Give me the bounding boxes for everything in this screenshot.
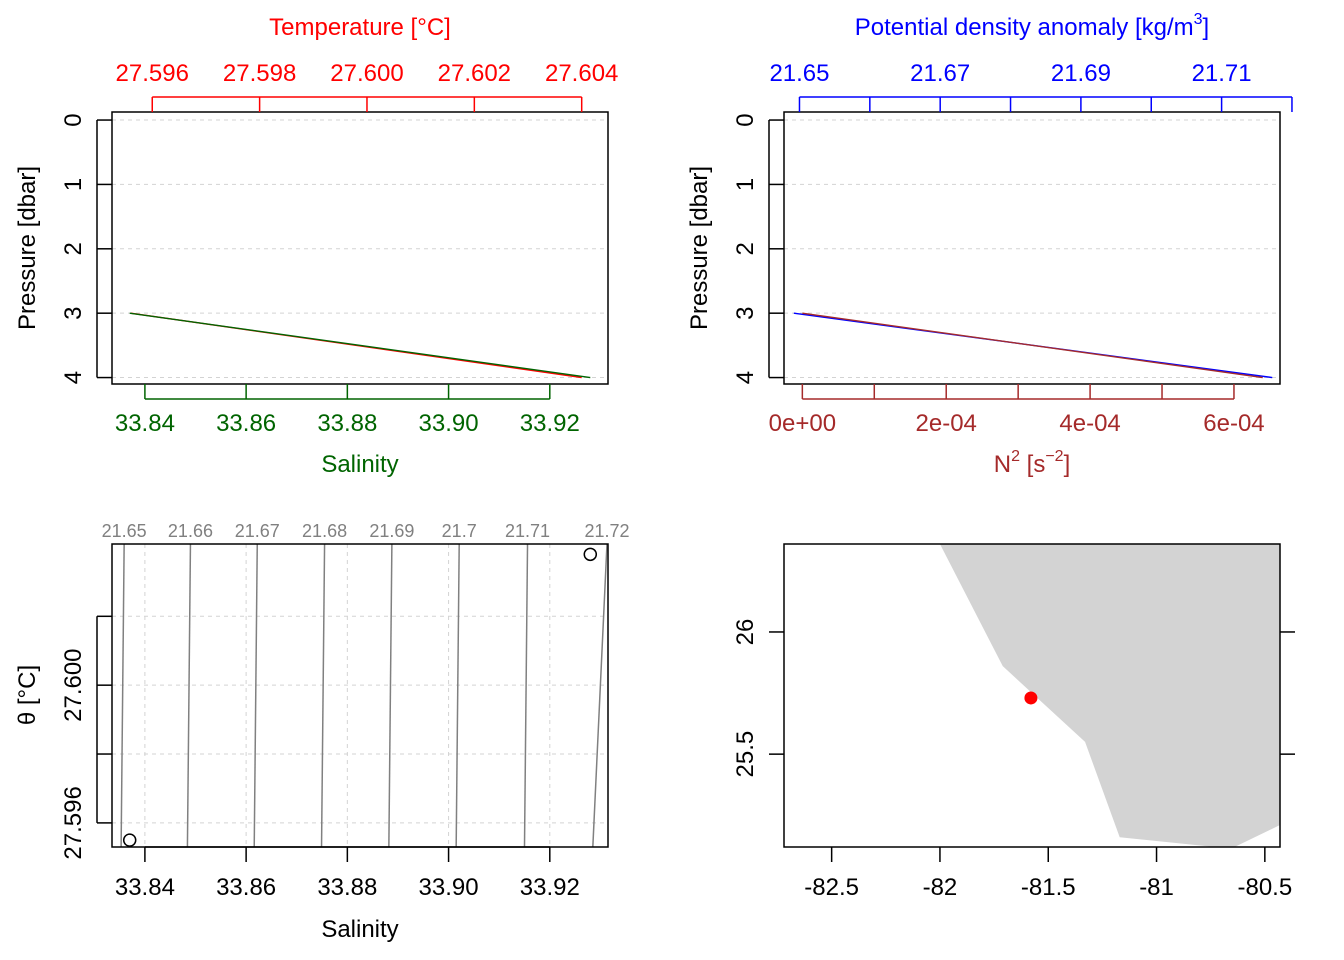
isopycnal-line-1 bbox=[186, 543, 192, 848]
theta-tick-label-2: 27.600 bbox=[60, 648, 87, 721]
pressure-tick-label-2-0: 0 bbox=[732, 113, 759, 126]
salinity-axis: 33.84 33.86 33.88 33.90 33.92 bbox=[115, 384, 580, 437]
panel-density-n2-profile: 21.65 21.67 21.69 21.71 0e+00 2e-04 4e-04 6e-0… bbox=[686, 11, 1293, 478]
isopycnal-label-4: 21.69 bbox=[369, 521, 414, 541]
p2-series bbox=[793, 312, 1273, 379]
pressure-axis-2: 0 1 2 3 4 bbox=[732, 113, 784, 384]
ts-point-1 bbox=[583, 547, 598, 562]
temperature-tick-label-0: 27.596 bbox=[116, 60, 189, 87]
theta-axis-title: θ [°C] bbox=[14, 665, 41, 725]
isopycnal-label-1: 21.66 bbox=[168, 521, 213, 541]
salinity-profile-line bbox=[129, 312, 591, 379]
isopycnal-line-5 bbox=[455, 543, 460, 848]
density-axis-title: Potential density anomaly [kg/m3] bbox=[855, 11, 1209, 41]
n2-axis-title: N2 [s−2] bbox=[994, 448, 1071, 478]
n2-axis: 0e+00 2e-04 4e-04 6e-04 bbox=[769, 384, 1265, 437]
longitude-tick-label-0: -82.5 bbox=[804, 874, 859, 901]
ts-salinity-axis: 33.84 33.86 33.88 33.90 33.92 bbox=[115, 846, 580, 901]
longitude-tick-label-1: -82 bbox=[923, 874, 958, 901]
theta-axis: 27.596 27.600 bbox=[60, 615, 112, 860]
longitude-tick-label-4: -80.5 bbox=[1237, 874, 1292, 901]
latitude-axis: 25.5 26 bbox=[732, 619, 784, 778]
isopycnal-line-3 bbox=[320, 543, 326, 848]
p2-grid bbox=[784, 119, 1280, 379]
salinity-tick-label-4: 33.92 bbox=[520, 410, 580, 437]
panel-station-map: -82.5 -82 -81.5 -81 -80.5 25.5 26 bbox=[732, 543, 1295, 901]
ts-point-0 bbox=[122, 833, 137, 847]
n2-tick-label-6: 6e-04 bbox=[1203, 410, 1264, 437]
isopycnal-label-3: 21.68 bbox=[302, 521, 347, 541]
salinity-tick-label-1: 33.86 bbox=[216, 410, 276, 437]
pressure-tick-label-1: 1 bbox=[60, 178, 87, 191]
temperature-tick-label-1: 27.598 bbox=[223, 60, 296, 87]
ts-salinity-tick-label-4: 33.92 bbox=[520, 874, 580, 901]
longitude-tick-label-2: -81.5 bbox=[1021, 874, 1076, 901]
p1-plot-frame bbox=[111, 111, 609, 385]
n2-tick-label-0: 0e+00 bbox=[769, 410, 836, 437]
p4-plot-frame bbox=[783, 543, 1281, 848]
pressure-tick-label-0: 0 bbox=[60, 113, 87, 126]
pressure-tick-label-2: 2 bbox=[60, 242, 87, 255]
salinity-axis-title: Salinity bbox=[321, 451, 398, 478]
longitude-axis: -82.5 -82 -81.5 -81 -80.5 bbox=[804, 847, 1292, 901]
pressure-tick-label-2-1: 1 bbox=[732, 178, 759, 191]
p2-plot-frame bbox=[783, 111, 1281, 385]
isopycnal-lines: 21.65 21.66 21.67 21.68 21.69 21.7 21.71 21.72 bbox=[102, 521, 630, 848]
pressure-axis-title-2: Pressure [dbar] bbox=[686, 166, 713, 330]
n2-profile-line bbox=[802, 312, 1263, 379]
n2-tick-label-2: 2e-04 bbox=[916, 410, 977, 437]
panel-ts-diagram: 21.65 21.66 21.67 21.68 21.69 21.7 21.71 21.72 … bbox=[14, 521, 630, 943]
salinity-tick-label-3: 33.90 bbox=[419, 410, 479, 437]
temperature-tick-label-3: 27.602 bbox=[438, 60, 511, 87]
p3-grid bbox=[112, 544, 608, 847]
longitude-tick-label-3: -81 bbox=[1139, 874, 1174, 901]
ts-salinity-axis-title: Salinity bbox=[321, 916, 398, 943]
theta-tick-label-0: 27.596 bbox=[60, 786, 87, 859]
temperature-tick-label-4: 27.604 bbox=[545, 60, 618, 87]
pressure-tick-label-2-2: 2 bbox=[732, 242, 759, 255]
ts-salinity-tick-label-3: 33.90 bbox=[419, 874, 479, 901]
latitude-tick-label-0: 25.5 bbox=[732, 731, 759, 778]
latitude-axis-right-ticks bbox=[1280, 631, 1295, 755]
density-tick-label-6: 21.71 bbox=[1192, 60, 1252, 87]
coastline-land bbox=[939, 544, 1280, 847]
isopycnal-line-2 bbox=[253, 543, 259, 848]
pressure-axis-title: Pressure [dbar] bbox=[14, 166, 41, 330]
pressure-tick-label-3: 3 bbox=[60, 307, 87, 320]
panel-salinity-temperature-profile: 27.596 27.598 27.600 27.602 27.604 33.84 33.8… bbox=[14, 14, 618, 478]
isopycnal-line-7 bbox=[592, 543, 608, 848]
ts-points bbox=[122, 547, 598, 847]
ts-salinity-tick-label-1: 33.86 bbox=[216, 874, 276, 901]
pressure-axis: 0 1 2 3 4 bbox=[60, 113, 112, 384]
density-tick-label-2: 21.67 bbox=[910, 60, 970, 87]
density-tick-label-4: 21.69 bbox=[1051, 60, 1111, 87]
n2-tick-label-4: 4e-04 bbox=[1059, 410, 1120, 437]
isopycnal-line-6 bbox=[523, 543, 529, 848]
isopycnal-line-0 bbox=[120, 543, 125, 848]
p3-plot-frame bbox=[111, 543, 609, 848]
pressure-tick-label-4: 4 bbox=[60, 371, 87, 384]
temperature-tick-label-2: 27.600 bbox=[330, 60, 403, 87]
p1-grid bbox=[112, 119, 608, 379]
ts-salinity-tick-label-2: 33.88 bbox=[317, 874, 377, 901]
isopycnal-label-6: 21.71 bbox=[505, 521, 550, 541]
p1-series bbox=[129, 312, 591, 379]
density-axis: 21.65 21.67 21.69 21.71 bbox=[769, 60, 1293, 112]
latitude-tick-label-1: 26 bbox=[732, 619, 759, 646]
temperature-axis: 27.596 27.598 27.600 27.602 27.604 bbox=[116, 60, 618, 112]
isopycnal-label-7: 21.72 bbox=[584, 521, 629, 541]
pressure-tick-label-2-4: 4 bbox=[732, 371, 759, 384]
isopycnal-label-2: 21.67 bbox=[235, 521, 280, 541]
isopycnal-line-4 bbox=[388, 543, 393, 848]
ts-salinity-tick-label-0: 33.84 bbox=[115, 874, 175, 901]
station-marker bbox=[1024, 691, 1038, 705]
salinity-tick-label-2: 33.88 bbox=[317, 410, 377, 437]
isopycnal-label-0: 21.65 bbox=[102, 521, 147, 541]
temperature-axis-title: Temperature [°C] bbox=[269, 14, 451, 41]
isopycnal-label-5: 21.7 bbox=[442, 521, 477, 541]
pressure-tick-label-2-3: 3 bbox=[732, 307, 759, 320]
density-tick-label-0: 21.65 bbox=[769, 60, 829, 87]
salinity-tick-label-0: 33.84 bbox=[115, 410, 175, 437]
